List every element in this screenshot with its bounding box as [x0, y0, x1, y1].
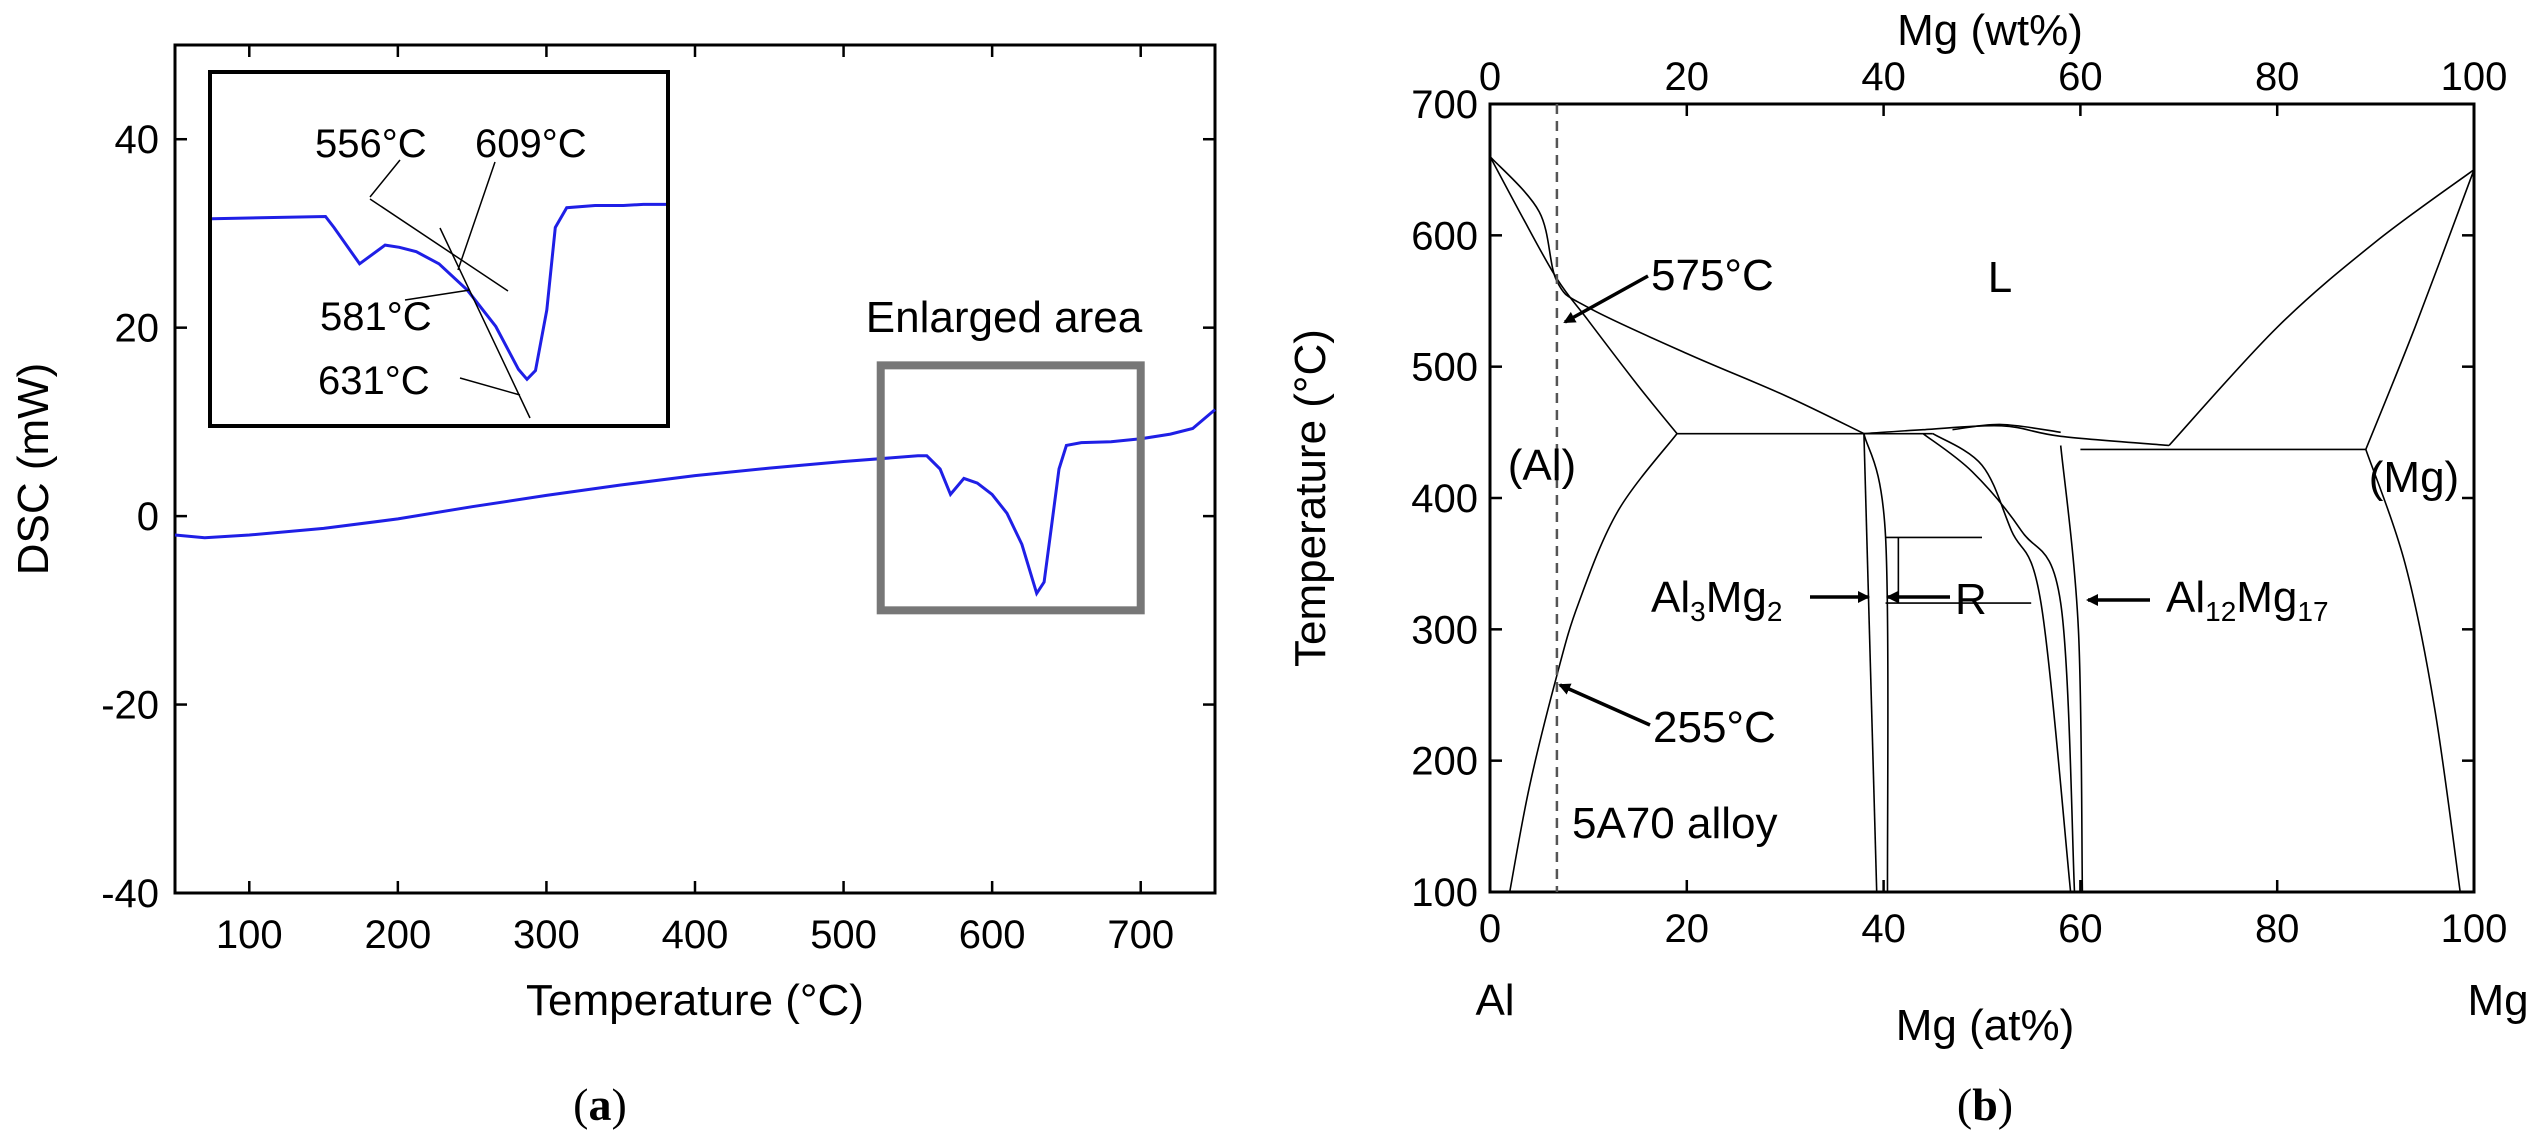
- y-tick-label-a: 40: [115, 118, 160, 162]
- label-255: 255°C: [1653, 703, 1776, 752]
- x-axis-label-a: Temperature (°C): [526, 976, 864, 1025]
- arrow-255: [1558, 683, 1651, 727]
- label-r-phase: R: [1955, 575, 1987, 624]
- phase-boundary-mg-solvus: [2365, 449, 2461, 893]
- inset-label-609: 609°C: [475, 122, 587, 166]
- label-liquid: L: [1988, 253, 2012, 302]
- phase-boundary-gamma-right-liq: [1932, 432, 2072, 893]
- panel-caption-a: (a): [573, 1079, 627, 1130]
- x-tick-label-a: 100: [216, 913, 283, 957]
- element-left-label: Al: [1475, 976, 1514, 1025]
- inset-plot: 556°C 609°C 581°C 631°C: [208, 70, 670, 428]
- leader-556: [369, 159, 401, 198]
- label-al3mg2: Al3Mg2: [1651, 573, 1782, 627]
- phase-boundary-mg-solidus: [2365, 169, 2475, 450]
- y-tick-label-a: -20: [101, 684, 159, 728]
- x-axis-bottom-label-b: Mg (at%): [1896, 1001, 2074, 1050]
- inset-frame: [208, 70, 670, 428]
- x-tick-label-a: 600: [959, 913, 1026, 957]
- y-tick-label-b: 100: [1411, 871, 1478, 915]
- x-tick-label-b: 100: [2441, 907, 2508, 951]
- x-top-tick-label-b: 100: [2441, 55, 2508, 99]
- label-alloy: 5A70 alloy: [1572, 799, 1777, 848]
- y-tick-label-b: 500: [1411, 346, 1478, 390]
- label-575: 575°C: [1651, 251, 1774, 300]
- inset-label-581: 581°C: [320, 295, 432, 339]
- label-mg-phase: (Mg): [2369, 453, 2459, 502]
- phase-boundary-gamma-liquidus: [1863, 424, 2170, 447]
- panel-letter-b: b: [1972, 1079, 1998, 1130]
- label-al12mg17: Al12Mg17: [2166, 573, 2329, 627]
- x-tick-label-a: 400: [662, 913, 729, 957]
- x-axis-top-label-b: Mg (wt%): [1897, 6, 2083, 55]
- x-tick-label-b: 20: [1665, 907, 1710, 951]
- y-tick-label-a: 0: [137, 495, 159, 539]
- enlarged-area-label: Enlarged area: [866, 293, 1143, 342]
- phase-boundary-gamma-right-sol: [2059, 445, 2084, 893]
- label-al-phase: (Al): [1508, 441, 1576, 490]
- panel-letter-a: a: [589, 1079, 612, 1130]
- y-tick-label-b: 600: [1411, 214, 1478, 258]
- enlarged-area-box: [876, 361, 1145, 615]
- x-tick-label-b: 80: [2255, 907, 2300, 951]
- phase-boundary-gamma-arc: [1952, 423, 2061, 434]
- x-top-tick-label-b: 80: [2255, 55, 2300, 99]
- x-top-tick-label-b: 0: [1479, 55, 1501, 99]
- y-tick-label-b: 200: [1411, 740, 1478, 784]
- dsc-curve: [174, 408, 1216, 597]
- x-tick-label-a: 700: [1107, 913, 1174, 957]
- x-top-tick-label-b: 40: [1861, 55, 1906, 99]
- panel-caption-b: (b): [1957, 1079, 2013, 1130]
- x-tick-label-b: 0: [1479, 907, 1501, 951]
- y-tick-label-b: 300: [1411, 608, 1478, 652]
- element-right-label: Mg: [2467, 976, 2528, 1025]
- x-top-tick-label-b: 60: [2058, 55, 2103, 99]
- x-tick-label-a: 500: [810, 913, 877, 957]
- x-tick-label-a: 200: [364, 913, 431, 957]
- phase-boundary-gamma-left-sol: [1922, 432, 2076, 893]
- panel-a-dsc-chart: 100 200 300 400 500 600 700 -40 -20 0 20 40 Temper…: [9, 43, 1217, 1130]
- y-tick-label-a: -40: [101, 872, 159, 916]
- leader-631: [459, 377, 521, 396]
- y-tick-label-b: 400: [1411, 477, 1478, 521]
- phase-boundary-beta-right-upper: [1863, 433, 1889, 893]
- inset-label-556: 556°C: [315, 122, 427, 166]
- y-tick-label-b: 700: [1411, 83, 1478, 127]
- x-tick-label-b: 60: [2058, 907, 2103, 951]
- panel-b-phase-diagram: 0 20 40 60 80 100 0 20 40 60 80 100 100 200 300 400 50…: [1286, 6, 2528, 1130]
- x-tick-label-b: 40: [1861, 907, 1906, 951]
- phase-boundary-al-solvus: [1508, 433, 1678, 893]
- arrow-575: [1563, 274, 1649, 324]
- phase-boundary-al-solidus: [1489, 156, 1678, 435]
- tangent-609: [439, 227, 531, 419]
- phase-boundaries: [1489, 155, 2475, 893]
- x-tick-label-a: 300: [513, 913, 580, 957]
- phase-boundary-al-liquidus: [1489, 155, 1865, 435]
- leader-609: [457, 161, 496, 271]
- tangent-556: [369, 198, 509, 292]
- inset-dsc-curve: [211, 202, 666, 382]
- y-axis-label-a: DSC (mW): [9, 363, 58, 576]
- inset-label-631: 631°C: [318, 359, 430, 403]
- leader-581: [404, 289, 471, 301]
- phase-boundary-mg-liquidus: [2168, 169, 2475, 447]
- y-axis-label-b: Temperature (°C): [1286, 329, 1335, 667]
- y-tick-label-a: 20: [115, 307, 160, 351]
- plot-frame-b: [1488, 102, 2476, 894]
- x-top-tick-label-b: 20: [1665, 55, 1710, 99]
- phase-boundary-beta-left-upper: [1863, 433, 1878, 893]
